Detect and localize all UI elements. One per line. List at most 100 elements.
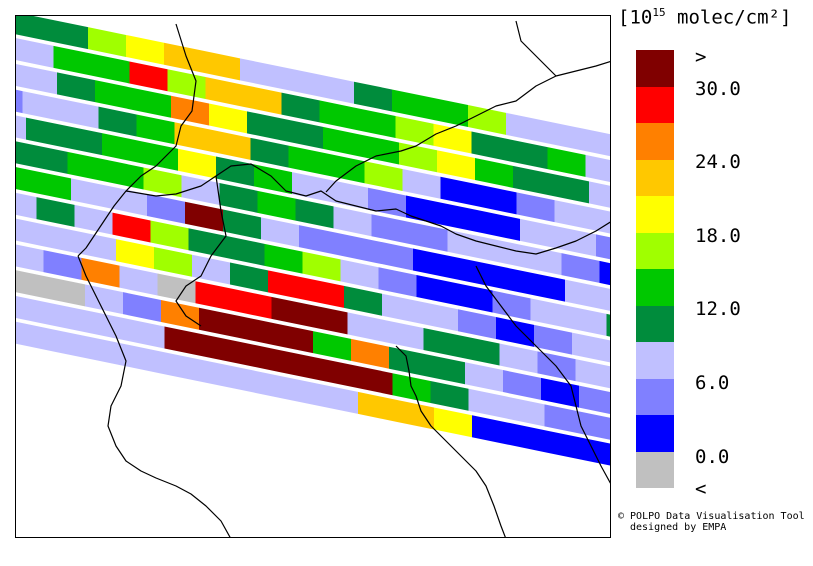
swath-pixel — [275, 323, 313, 354]
legend-tick-18: 18.0 — [695, 225, 741, 247]
swath-pixel — [516, 192, 555, 223]
legend-tick-30: 30.0 — [695, 78, 741, 100]
credit-line-1: © POLPO Data Visualisation Tool — [618, 511, 805, 522]
swath-pixel — [161, 299, 199, 330]
swath-pixel — [261, 217, 299, 248]
swath-pixel — [385, 320, 424, 350]
swath-pixel — [226, 236, 265, 266]
swath-pixel — [195, 281, 234, 312]
swath-pixel — [599, 260, 610, 286]
swath-pixel — [347, 312, 386, 343]
legend-tick-24: 24.0 — [695, 151, 741, 173]
swath-pixel — [19, 64, 57, 95]
swath-pixel — [16, 218, 40, 246]
swath-pixel — [98, 106, 137, 137]
swath-pixel — [413, 248, 451, 279]
swath-pixel — [67, 151, 106, 182]
legend-swatch — [636, 50, 674, 87]
swath-pixel — [340, 259, 379, 290]
swath-pixel — [402, 168, 441, 199]
swath-pixel — [109, 186, 147, 216]
swath-pixel — [40, 223, 78, 254]
swath-9 — [16, 218, 611, 370]
swath-pixel — [548, 430, 586, 461]
swath-pixel — [509, 139, 548, 170]
swath-pixel — [247, 111, 285, 142]
swath-pixel — [71, 178, 109, 209]
swath-pixel — [375, 240, 413, 271]
swath-pixel — [168, 352, 206, 383]
swath-pixel — [92, 337, 130, 368]
swath-pixel — [223, 209, 261, 240]
swath-pixel — [389, 346, 427, 377]
swath-pixel — [357, 108, 396, 138]
swath-pixel — [129, 61, 168, 92]
swath-pixel — [60, 98, 99, 129]
swath-pixel — [409, 221, 448, 252]
swath-pixel — [575, 359, 610, 389]
swath-pixel — [313, 331, 351, 361]
swath-pixel — [16, 115, 26, 140]
swath-pixel — [572, 332, 610, 363]
swath-pixel — [102, 133, 140, 163]
swath-pixel — [167, 69, 206, 100]
swath-pixel — [454, 282, 493, 313]
swath-pixel — [523, 245, 562, 276]
swath-pixel — [472, 415, 510, 446]
legend-swatch — [636, 159, 674, 196]
swath-pixel — [416, 274, 455, 305]
swath-pixel — [610, 340, 611, 370]
swath-pixel — [181, 175, 220, 206]
swath-pixel — [603, 287, 610, 311]
swath-pixel — [16, 244, 44, 273]
color-scale-bar — [636, 50, 674, 488]
swath-pixel — [16, 141, 30, 167]
swath-pixel — [585, 154, 610, 182]
swath-pixel — [309, 304, 348, 335]
swath-pixel — [326, 153, 365, 184]
swath-pixel — [209, 103, 247, 134]
swath-pixel — [489, 264, 527, 294]
swath-pixel — [420, 301, 458, 332]
swath-pixel — [16, 296, 51, 326]
swath-pixel — [496, 317, 534, 347]
swath-pixel — [216, 156, 254, 187]
swath-pixel — [337, 232, 375, 263]
swath-pixel — [230, 262, 268, 293]
swath-pixel — [316, 357, 355, 388]
italy-coast-line — [77, 255, 231, 537]
swath-pixel — [16, 38, 54, 68]
swath-pixel — [43, 250, 82, 280]
swath-pixel — [465, 362, 503, 393]
swath-pixel — [541, 377, 579, 408]
swath-pixel — [116, 239, 154, 269]
northern-border-line — [77, 23, 197, 257]
swath-pixel — [510, 423, 548, 453]
swath-pixel — [233, 289, 272, 319]
swath-pixel — [382, 293, 420, 324]
legend-swatch — [636, 86, 674, 123]
swath-pixel — [437, 150, 475, 181]
swath-pixel — [164, 326, 203, 357]
swath-pixel — [123, 292, 161, 322]
swath-pixel — [147, 193, 185, 224]
swath-pixel — [423, 327, 462, 358]
swath-pixel — [282, 376, 320, 407]
swath-pixel — [36, 197, 75, 227]
swath-3 — [16, 63, 610, 208]
swath-pixel — [240, 58, 278, 89]
swath-pixel — [244, 368, 282, 399]
swath-pixel — [395, 115, 434, 146]
map-panel — [15, 15, 611, 538]
swath-pixel — [344, 285, 382, 316]
swath-pixel — [16, 167, 33, 193]
swath-pixel — [506, 112, 544, 143]
swath-pixel — [202, 50, 240, 81]
swath-pixel — [105, 159, 144, 190]
swath-pixel — [558, 226, 596, 257]
swath-pixel — [250, 137, 289, 168]
swath-pixel — [568, 306, 607, 336]
swath-pixel — [219, 183, 258, 213]
swath-pixel — [185, 201, 223, 232]
legend-unit-title: [1015 molec/cm²] — [618, 6, 792, 29]
